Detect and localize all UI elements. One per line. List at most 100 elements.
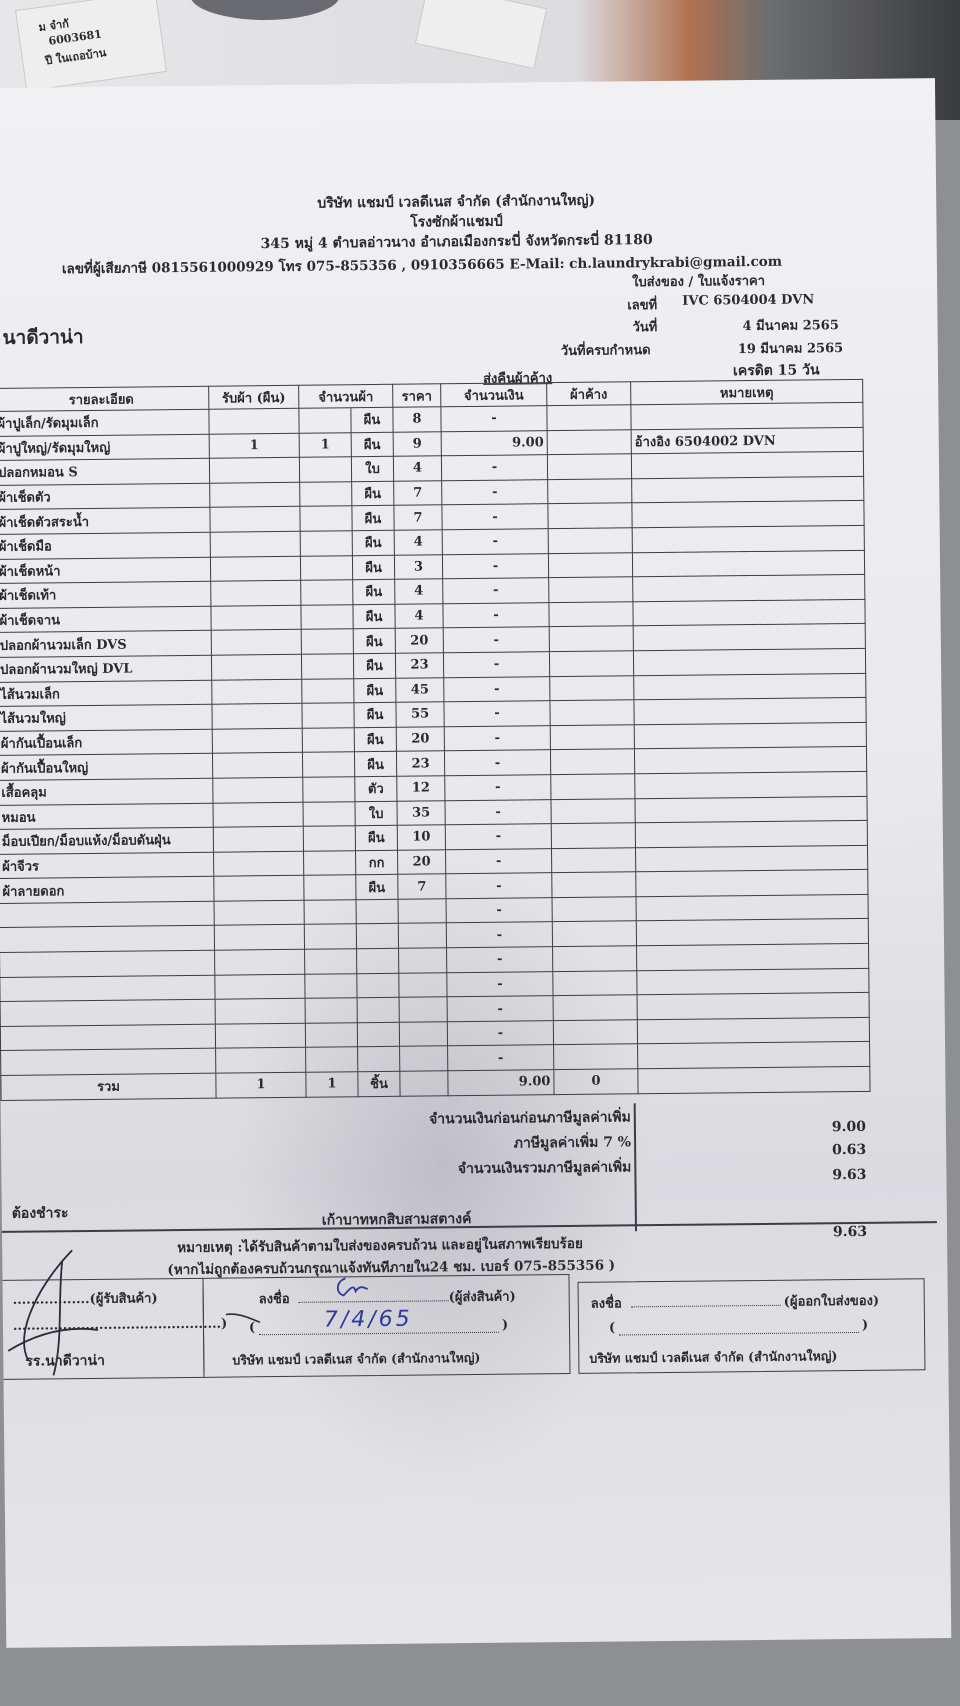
round-object xyxy=(190,0,340,20)
cell-unit xyxy=(357,1046,400,1072)
cell-item: ผ้าปูเล็ก/รัดมุมเล็ก xyxy=(0,409,210,437)
cell-amount: - xyxy=(445,848,552,875)
cell-qty xyxy=(305,1022,358,1048)
total-price xyxy=(399,1070,449,1096)
cell-amount: - xyxy=(445,872,553,899)
cell-received xyxy=(212,777,303,803)
cell-qty xyxy=(305,1047,358,1073)
cell-item: ผ้าเช็ดจาน xyxy=(0,605,212,633)
subtotal-label: จำนวนเงินก่อนก่อนภาษีมูลค่าเพิ่ม xyxy=(428,1109,631,1128)
cell-unit: ผืน xyxy=(352,604,396,630)
cell-price: 12 xyxy=(396,775,445,801)
cell-note xyxy=(632,574,865,602)
issuer-sign-label: ลงชื่อ xyxy=(590,1296,622,1312)
cell-unit xyxy=(356,972,400,998)
cell-note xyxy=(634,722,867,750)
cell-received xyxy=(210,531,301,557)
cell-qty xyxy=(302,801,356,827)
cell-price: 20 xyxy=(395,628,444,654)
total-amount: 9.00 xyxy=(447,1069,555,1096)
cell-item: ไส้นวมใหญ่ xyxy=(0,704,213,732)
cell-item xyxy=(0,1024,216,1051)
cell-received xyxy=(215,1023,306,1049)
doc-number-label: เลขที่ xyxy=(627,298,658,314)
cell-price: 23 xyxy=(395,652,444,678)
cell-price xyxy=(398,898,447,924)
cell-amount: - xyxy=(446,946,553,973)
subtotal-value: 9.00 xyxy=(831,1118,867,1136)
cell-note xyxy=(631,451,864,479)
cell-item xyxy=(0,950,215,978)
cell-received xyxy=(214,924,305,951)
cell-unit: ผืน xyxy=(351,481,394,507)
handwritten-dash xyxy=(225,1313,261,1323)
invoice-paper: บริษัท แชมป์ เวลดีเนส จำกัด (สำนักงานใหญ… xyxy=(0,78,952,1648)
cell-pending xyxy=(553,1044,638,1070)
cell-price xyxy=(399,1021,448,1047)
cell-price: 4 xyxy=(394,603,444,629)
cell-item: ผ้าจีวร xyxy=(0,851,214,879)
cell-received xyxy=(212,752,303,779)
payable-value: 9.63 xyxy=(832,1223,868,1241)
cell-unit: ผืน xyxy=(352,579,395,605)
cell-qty xyxy=(303,850,356,876)
cell-amount: - xyxy=(447,1045,554,1071)
cell-item xyxy=(0,974,216,1002)
issuer-name-line xyxy=(619,1331,860,1336)
col-qty: จำนวนผ้า xyxy=(298,384,393,409)
cell-pending xyxy=(553,995,638,1021)
cell-qty xyxy=(302,776,355,802)
cell-item: ไส้นวมเล็ก xyxy=(0,679,212,707)
cell-qty xyxy=(300,530,353,556)
cell-qty xyxy=(300,579,353,606)
cell-received xyxy=(210,605,302,631)
cell-unit: ผืน xyxy=(353,702,397,728)
cell-pending xyxy=(547,429,632,455)
cell-received xyxy=(212,727,303,754)
cell-price: 4 xyxy=(394,578,443,605)
cell-note xyxy=(633,648,866,676)
cell-pending xyxy=(550,773,635,800)
cell-price xyxy=(398,947,447,973)
cell-pending xyxy=(551,872,637,898)
date-bracket-close: ) xyxy=(501,1317,509,1333)
cell-unit: ผืน xyxy=(351,505,395,531)
cell-item: ปลอกผ้านวมเล็ก DVS xyxy=(0,630,212,658)
cell-unit: ตัว xyxy=(354,776,397,802)
signature-line xyxy=(298,1300,449,1303)
cell-amount: - xyxy=(441,479,548,506)
cell-received xyxy=(210,555,301,582)
cell-pending xyxy=(547,478,632,505)
cell-received xyxy=(211,654,302,680)
cell-item: ม็อบเปียก/ม็อบแห้ง/ม็อบดันฝุ่น xyxy=(0,827,214,855)
cell-unit: ผืน xyxy=(354,751,397,777)
cell-pending xyxy=(547,453,632,480)
cell-note xyxy=(635,845,868,873)
cell-item xyxy=(0,999,216,1027)
cell-qty xyxy=(304,948,357,974)
cell-note xyxy=(637,1017,870,1045)
sender-signature-box: ลงชื่อ (ผู้ส่งสินค้า) ( ) 7/4/65 บริษัท … xyxy=(202,1273,571,1378)
cell-received xyxy=(210,580,301,606)
issuer-company: บริษัท แชมป์ เวลดีเนส จำกัด (สำนักงานใหญ… xyxy=(589,1348,838,1366)
cell-amount: - xyxy=(442,553,549,579)
cell-pending xyxy=(553,1019,638,1046)
cell-note xyxy=(634,795,868,823)
cell-qty xyxy=(301,629,354,655)
cell-pending xyxy=(552,945,637,972)
signature-line xyxy=(630,1304,781,1308)
doc-date-label: วันที่ xyxy=(632,320,658,336)
cell-qty xyxy=(302,752,355,778)
doc-due-label: วันที่ครบกำหนด xyxy=(560,343,651,360)
cell-note xyxy=(633,697,867,725)
cell-unit xyxy=(356,948,399,974)
items-table: รายละเอียด รับผ้า (ผืน) จำนวนผ้า ราคา จำ… xyxy=(0,379,871,1101)
cell-qty xyxy=(301,653,354,679)
cell-note xyxy=(632,525,865,553)
cell-note xyxy=(636,968,870,996)
cell-qty xyxy=(303,825,356,851)
cell-price: 9 xyxy=(393,431,442,457)
cell-amount: - xyxy=(443,651,550,678)
total-label: รวม xyxy=(0,1073,217,1101)
handwritten-date: 7/4/65 xyxy=(323,1306,413,1333)
